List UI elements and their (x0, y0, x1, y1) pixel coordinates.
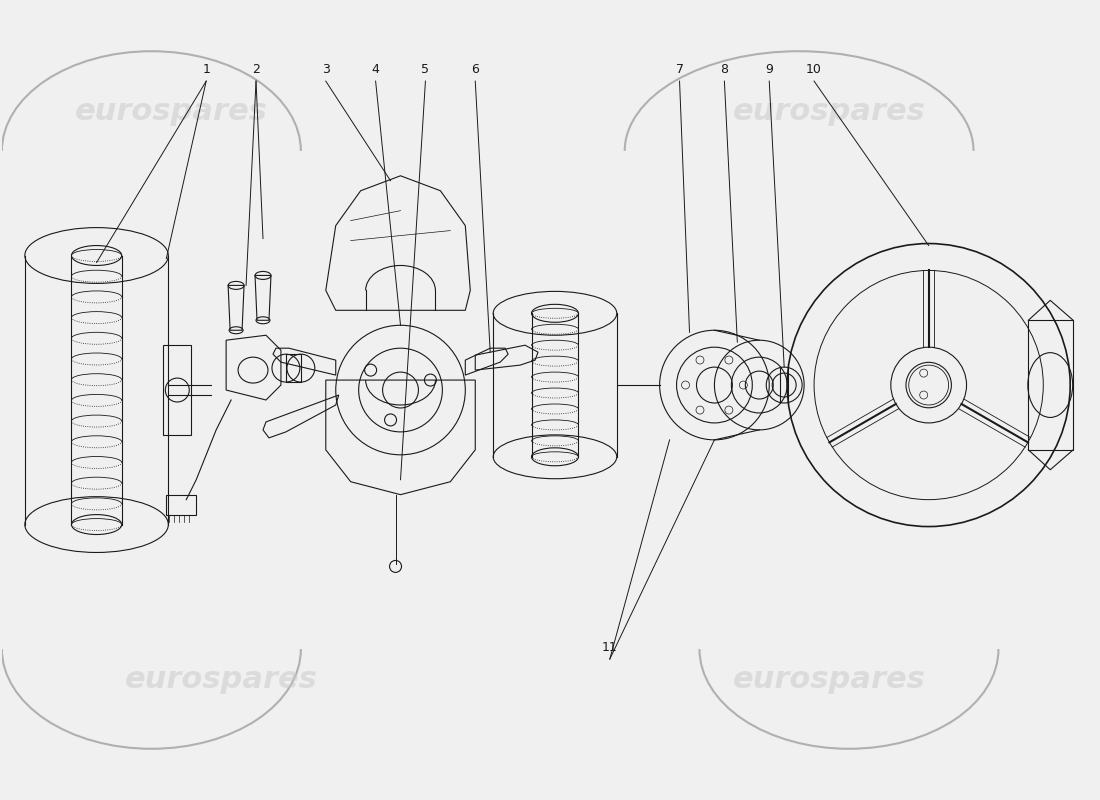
Text: 7: 7 (675, 62, 683, 76)
Text: 1: 1 (202, 62, 210, 76)
Text: eurospares: eurospares (75, 97, 267, 126)
Text: 6: 6 (471, 62, 480, 76)
Text: 9: 9 (766, 62, 773, 76)
Text: 4: 4 (372, 62, 379, 76)
Text: eurospares: eurospares (733, 97, 925, 126)
Text: 8: 8 (720, 62, 728, 76)
Text: eurospares: eurospares (733, 665, 925, 694)
Text: 5: 5 (421, 62, 429, 76)
Text: 2: 2 (252, 62, 260, 76)
Text: eurospares: eurospares (124, 665, 318, 694)
Text: 11: 11 (602, 641, 618, 654)
Text: 3: 3 (322, 62, 330, 76)
Text: 10: 10 (806, 62, 822, 76)
